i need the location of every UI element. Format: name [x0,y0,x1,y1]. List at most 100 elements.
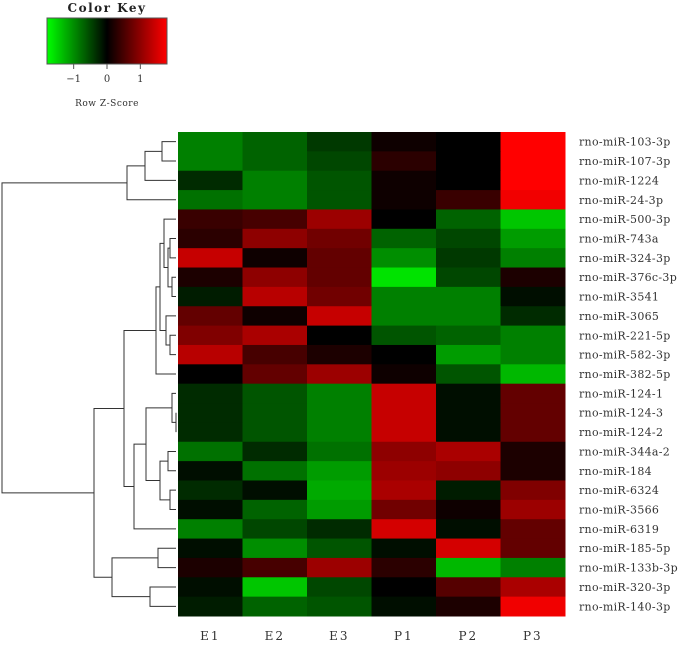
heatmap-cell [500,306,566,327]
heatmap-cell [371,228,437,249]
heatmap-cell [307,441,372,462]
color-key-tick-label: 0 [104,74,110,85]
row-label: rno-miR-500-3p [579,213,671,226]
heatmap-cell [178,364,243,385]
heatmap-cell [371,209,437,230]
dendrogram-branch [126,165,176,201]
heatmap-cell [371,286,437,307]
heatmap-cell [242,557,308,578]
column-label: E2 [265,629,285,643]
column-label: P2 [458,629,478,643]
color-key-title: Color Key [68,1,147,15]
row-label: rno-miR-382-5p [579,368,671,381]
dendrogram-branch [133,443,176,530]
heatmap-cell [307,132,372,152]
row-label: rno-miR-6319 [579,523,659,536]
heatmap-cell [178,480,243,501]
heatmap-cell [500,267,566,288]
color-key-axis-label: Row Z-Score [75,99,139,109]
color-key-tick-label: −1 [66,74,81,85]
heatmap-cell [436,383,501,404]
heatmap-cell [371,577,437,598]
heatmap-cell [436,170,501,191]
heatmap-cell [242,267,308,288]
heatmap-cell [500,441,566,462]
heatmap-cell [242,132,308,152]
row-label: rno-miR-124-1 [579,387,663,400]
heatmap-cell [307,577,372,598]
heatmap-cell [500,422,566,443]
column-label: P1 [394,629,414,643]
heatmap-cell [307,209,372,230]
row-label: rno-miR-103-3p [579,136,671,149]
row-label: rno-miR-1224 [579,174,659,187]
dendrogram-branch [1,182,127,494]
heatmap-cell [500,596,566,617]
dendrogram-branch [167,450,176,472]
row-labels: rno-miR-103-3p rno-miR-107-3p rno-miR-1224… [579,136,678,614]
heatmap-cell [178,557,243,578]
row-label: rno-miR-133b-3p [579,562,678,575]
color-key: Color Key −1 0 1 Row Z-Score [46,1,168,109]
heatmap-cell [307,480,372,501]
heatmap-cell [242,577,308,598]
heatmap-cell [371,344,437,365]
heatmap-cell [436,461,501,481]
heatmap-cell [436,306,501,327]
column-label: E1 [200,629,220,643]
row-label: rno-miR-221-5p [579,329,671,342]
heatmap-cell [371,151,437,172]
heatmap-cell [436,325,501,346]
row-label: rno-miR-743a [579,233,659,246]
heatmap-cell [436,577,501,598]
heatmap-cell [371,519,437,540]
heatmap-cell [242,383,308,404]
heatmap-cell [500,170,566,191]
row-label: rno-miR-24-3p [579,194,663,207]
heatmap-cell [178,461,243,481]
heatmap-cell [178,441,243,462]
heatmap-cell [500,461,566,481]
dendrogram-branch [171,276,176,298]
heatmap-cell [500,577,566,598]
heatmap-cell [242,441,308,462]
dendrogram-branch [169,237,176,259]
heatmap-cell [242,170,308,191]
heatmap-cell [307,151,372,172]
heatmap-cell [371,170,437,191]
column-labels: E1 E2 E3 P1 P2 P3 [200,629,543,643]
row-label: rno-miR-376c-3p [579,271,677,284]
column-label: P3 [523,629,543,643]
row-label: rno-miR-184 [579,465,652,478]
heatmap-cell [242,538,308,559]
heatmap-cell [371,461,437,481]
row-label: rno-miR-6324 [579,484,659,497]
heatmap-cell [500,151,566,172]
heatmap-cell [307,519,372,540]
heatmap-cell [500,480,566,501]
heatmap-cell [242,228,308,249]
heatmap-cell [178,403,243,423]
dendrogram-branch [159,242,166,331]
heatmap-cell [178,422,243,443]
heatmap-cell [436,403,501,423]
heatmap-cell [371,306,437,327]
heatmap-cell [242,151,308,172]
dendrogram-branch [157,547,176,569]
heatmap-cell [242,248,308,269]
heatmap-cell [242,596,308,617]
heatmap-cell [436,519,501,540]
row-label: rno-miR-140-3p [579,600,671,613]
heatmap-cell [307,383,372,404]
heatmap-cell [371,557,437,578]
heatmap-cell [307,286,372,307]
heatmap-cell [178,325,243,346]
heatmap-cell [242,422,308,443]
row-label: rno-miR-124-3 [579,407,663,420]
dendrogram-branch [123,329,156,488]
heatmap-cell [500,209,566,230]
heatmap-cell [500,190,566,210]
heatmap-cell [307,538,372,559]
heatmap-cell [242,403,308,423]
heatmap-cell [307,596,372,617]
